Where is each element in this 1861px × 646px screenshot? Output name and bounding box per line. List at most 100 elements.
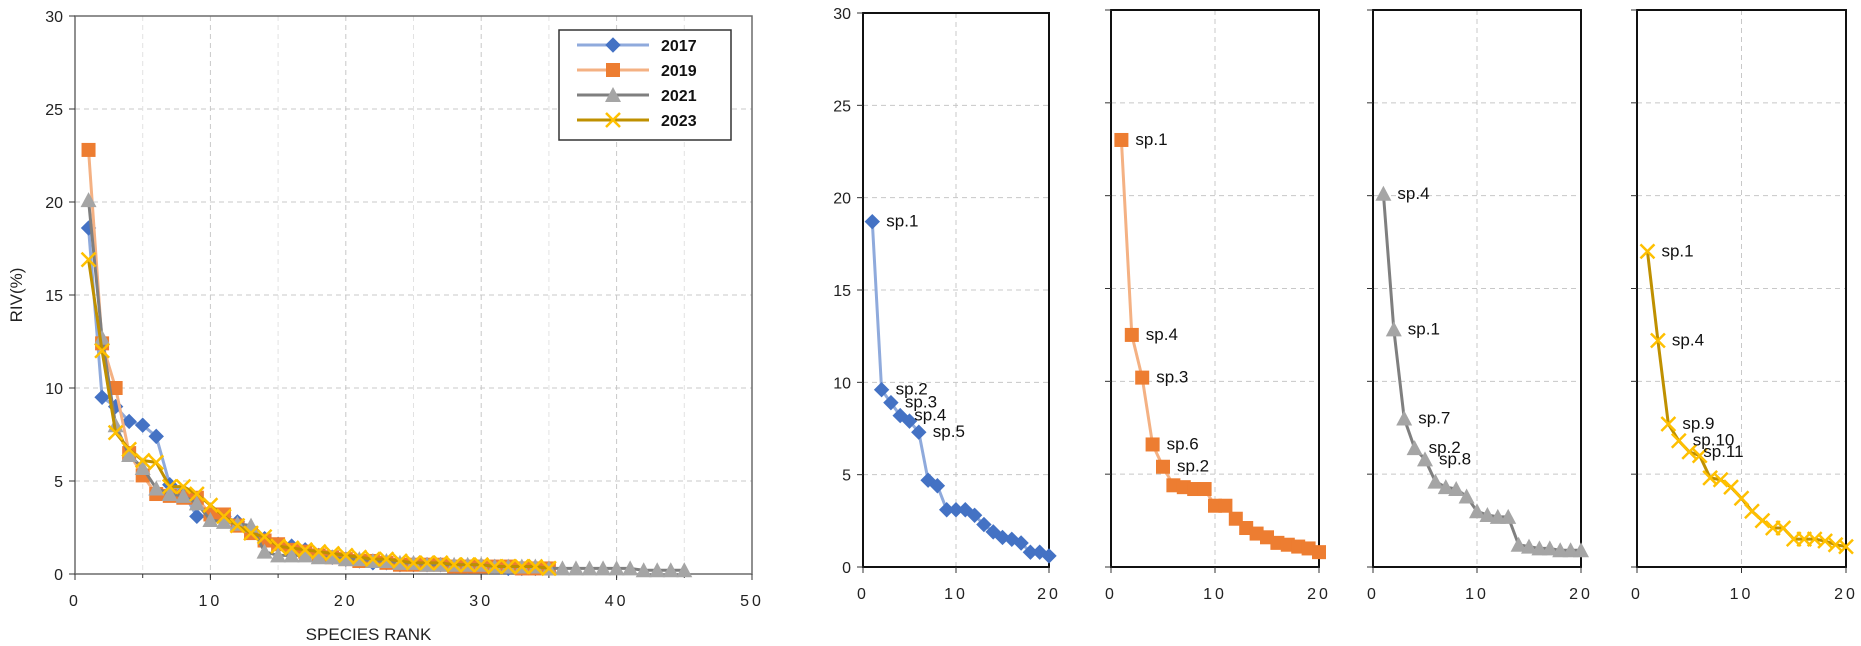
legend-marker <box>605 37 621 53</box>
y-tick-label: 30 <box>45 9 63 26</box>
data-point <box>1754 512 1771 529</box>
y-tick-label: 20 <box>833 191 851 208</box>
data-point <box>419 554 435 571</box>
data-point <box>662 562 679 578</box>
y-tick-label: 0 <box>54 567 63 584</box>
y-tick-label: 30 <box>833 6 851 23</box>
data-point <box>364 551 381 568</box>
data-point <box>1510 536 1527 552</box>
y-axis-title: RIV(%) <box>7 268 26 323</box>
legend-label: 2019 <box>661 63 697 80</box>
data-point <box>1041 548 1057 564</box>
series-panel4 <box>1375 185 1589 558</box>
data-point <box>108 381 123 395</box>
x-tick-label: 20 <box>1307 586 1331 603</box>
data-point <box>392 553 408 569</box>
data-point <box>541 560 557 577</box>
data-point <box>175 487 192 503</box>
data-point <box>80 192 97 208</box>
data-point <box>911 424 927 440</box>
series-panel2 <box>864 213 1057 564</box>
series-line <box>87 259 550 570</box>
data-point <box>229 517 246 534</box>
data-point <box>1691 447 1708 464</box>
legend-marker <box>605 87 621 102</box>
data-point <box>1013 535 1029 551</box>
data-point <box>1135 370 1150 385</box>
data-point <box>1406 440 1423 456</box>
point-label: sp.3 <box>905 393 937 412</box>
data-point <box>1489 508 1506 524</box>
data-point <box>175 478 192 495</box>
point-label: sp.8 <box>1439 449 1471 468</box>
data-point <box>1218 498 1233 513</box>
point-label: sp.2 <box>1429 438 1461 457</box>
data-point <box>622 560 639 576</box>
data-point <box>310 543 327 560</box>
data-point <box>957 502 974 518</box>
y-tick-label: 0 <box>842 560 851 577</box>
point-label: sp.10 <box>1693 431 1735 450</box>
data-point <box>608 560 625 576</box>
point-label: sp.6 <box>1167 434 1199 453</box>
data-point <box>1031 544 1048 560</box>
data-point <box>202 497 219 514</box>
data-point <box>581 560 598 576</box>
data-point <box>1639 243 1656 260</box>
data-point <box>215 513 232 529</box>
series-panel5 <box>1639 243 1854 555</box>
legend-marker <box>605 112 621 128</box>
data-point <box>94 389 110 406</box>
data-point <box>432 554 449 571</box>
data-point <box>148 428 164 445</box>
data-point <box>1312 545 1326 560</box>
point-label: sp.3 <box>1156 368 1188 387</box>
data-point <box>324 549 341 565</box>
data-point <box>80 251 97 268</box>
data-point <box>864 213 881 230</box>
data-point <box>378 551 395 568</box>
series-line <box>1119 139 1320 554</box>
data-point <box>324 545 341 562</box>
x-tick-label: 20 <box>1834 586 1858 603</box>
data-point <box>310 549 327 565</box>
x-tick-label: 10 <box>1203 586 1227 603</box>
x-tick-label: 10 <box>1730 586 1754 603</box>
data-point <box>283 540 300 556</box>
x-tick-label: 10 <box>1465 586 1489 603</box>
data-point <box>635 562 652 578</box>
data-point <box>148 454 165 471</box>
data-point <box>94 329 111 345</box>
data-point <box>1458 488 1475 504</box>
data-point <box>1531 540 1548 556</box>
data-point <box>459 556 476 573</box>
legend-box <box>558 29 732 141</box>
data-point <box>1838 538 1854 555</box>
data-point <box>161 478 178 495</box>
data-point <box>527 558 544 575</box>
data-point <box>351 549 368 566</box>
data-point <box>283 547 300 563</box>
x-tick-label: 20 <box>1569 586 1593 603</box>
series-2017 <box>80 220 557 577</box>
data-point <box>595 560 612 576</box>
point-label: sp.4 <box>1672 330 1704 349</box>
point-label: sp.2 <box>1177 457 1209 476</box>
data-point <box>1650 332 1666 349</box>
chart-panel-4: 0 10 20 sp.4 sp.1 sp.7 sp.2sp.8 <box>1367 9 1593 603</box>
chart-panel-1: 0 5 10 15 20 25 30 0 10 20 30 40 50 SPECIES RANK RIV(%… <box>7 9 761 644</box>
legend: 2017 2019 2021 2023 <box>558 29 732 141</box>
data-point <box>1479 507 1496 523</box>
y-tick-label: 10 <box>833 375 851 392</box>
legend-label: 2021 <box>661 88 697 105</box>
chart-panel-3: 0 10 20 sp.1 sp.4 sp.3 sp.6 sp.2 <box>1105 9 1331 603</box>
data-point <box>1156 459 1170 474</box>
point-label: sp.4 <box>914 406 946 425</box>
data-point <box>1469 503 1485 519</box>
data-point <box>256 543 273 559</box>
data-point <box>94 342 110 359</box>
y-tick-label: 5 <box>842 468 851 485</box>
data-point <box>920 472 936 488</box>
